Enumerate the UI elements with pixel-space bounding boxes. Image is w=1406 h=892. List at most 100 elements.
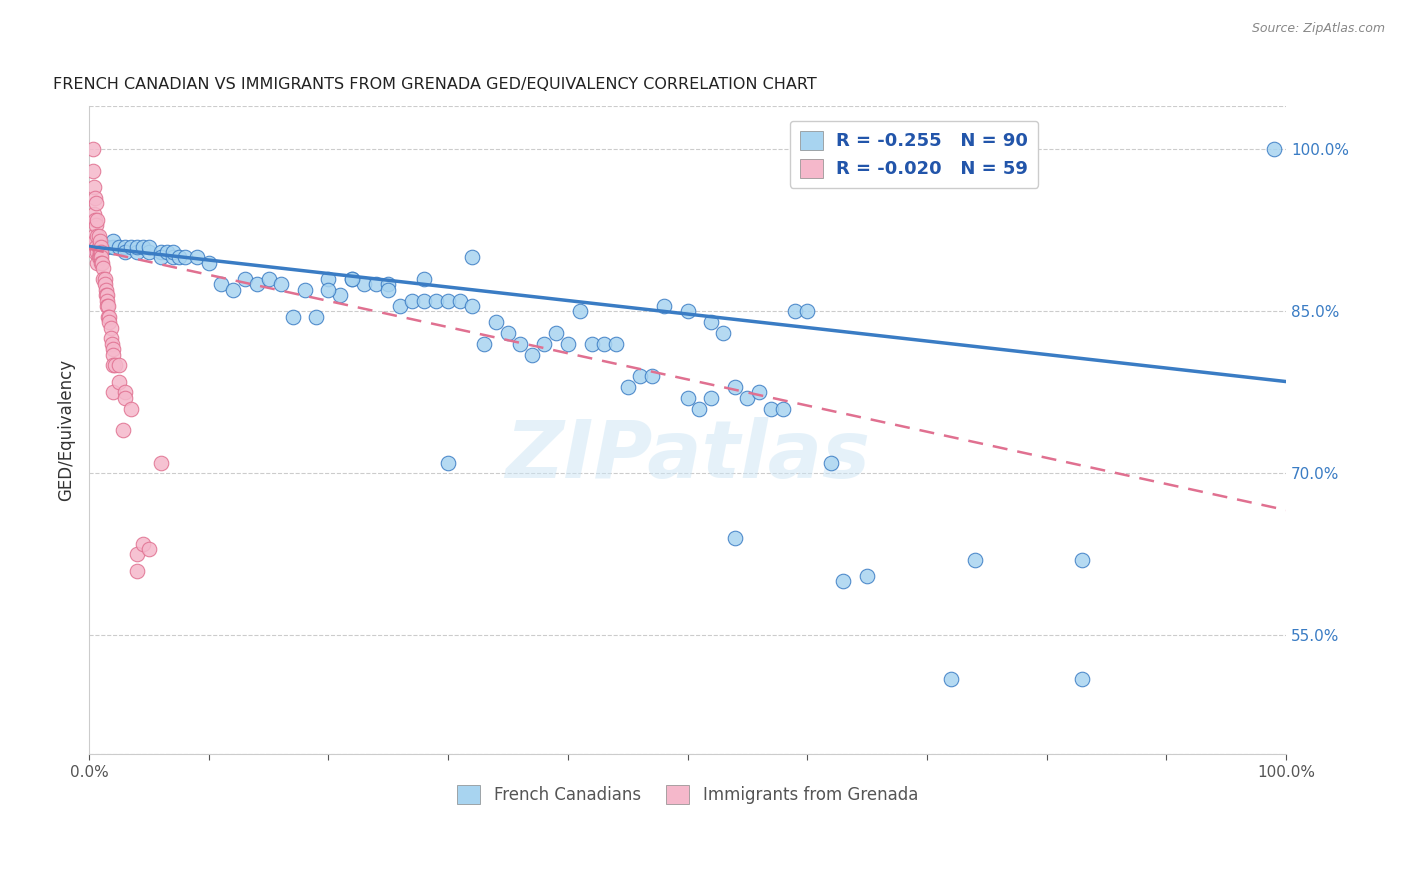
Point bbox=[101, 234, 124, 248]
Point bbox=[83, 228, 105, 243]
Text: Source: ZipAtlas.com: Source: ZipAtlas.com bbox=[1251, 22, 1385, 36]
Point bbox=[1071, 553, 1094, 567]
Point bbox=[485, 315, 508, 329]
Point bbox=[132, 536, 155, 550]
Point bbox=[437, 456, 460, 470]
Point bbox=[114, 239, 136, 253]
Point bbox=[700, 315, 723, 329]
Point bbox=[101, 342, 124, 356]
Point bbox=[84, 244, 107, 259]
Point bbox=[461, 299, 484, 313]
Point bbox=[939, 672, 962, 686]
Point bbox=[640, 369, 662, 384]
Point bbox=[101, 336, 124, 351]
Point bbox=[138, 541, 160, 556]
Point bbox=[111, 423, 134, 437]
Point bbox=[796, 304, 818, 318]
Point bbox=[96, 293, 118, 308]
Point bbox=[963, 553, 986, 567]
Point bbox=[1263, 142, 1285, 156]
Point bbox=[86, 212, 108, 227]
Point bbox=[90, 239, 112, 253]
Point bbox=[305, 310, 328, 324]
Point bbox=[389, 299, 412, 313]
Point bbox=[520, 347, 543, 361]
Point bbox=[209, 277, 232, 292]
Point bbox=[87, 239, 110, 253]
Point bbox=[377, 277, 399, 292]
Point bbox=[413, 272, 436, 286]
Point bbox=[162, 250, 184, 264]
Point bbox=[98, 315, 121, 329]
Point bbox=[197, 256, 219, 270]
Point bbox=[544, 326, 567, 340]
Point bbox=[90, 239, 112, 253]
Point bbox=[90, 250, 112, 264]
Point bbox=[90, 244, 112, 259]
Point bbox=[86, 256, 108, 270]
Point bbox=[93, 272, 115, 286]
Point bbox=[96, 239, 118, 253]
Point bbox=[318, 283, 340, 297]
Point bbox=[125, 564, 148, 578]
Point bbox=[461, 250, 484, 264]
Point bbox=[120, 401, 142, 416]
Point bbox=[100, 331, 122, 345]
Point bbox=[83, 207, 105, 221]
Point bbox=[89, 250, 111, 264]
Point bbox=[568, 304, 591, 318]
Point bbox=[93, 261, 115, 276]
Text: FRENCH CANADIAN VS IMMIGRANTS FROM GRENADA GED/EQUIVALENCY CORRELATION CHART: FRENCH CANADIAN VS IMMIGRANTS FROM GRENA… bbox=[53, 78, 817, 93]
Point bbox=[101, 385, 124, 400]
Point bbox=[748, 385, 770, 400]
Point bbox=[94, 283, 117, 297]
Point bbox=[173, 250, 195, 264]
Point bbox=[533, 336, 555, 351]
Point bbox=[281, 310, 304, 324]
Point bbox=[294, 283, 316, 297]
Point bbox=[270, 277, 292, 292]
Point bbox=[125, 547, 148, 561]
Point bbox=[114, 244, 136, 259]
Point bbox=[84, 218, 107, 232]
Point bbox=[856, 569, 879, 583]
Text: ZIPatlas: ZIPatlas bbox=[505, 417, 870, 495]
Point bbox=[413, 293, 436, 308]
Point bbox=[84, 191, 107, 205]
Point bbox=[724, 531, 747, 545]
Point bbox=[89, 234, 111, 248]
Point bbox=[83, 180, 105, 194]
Point bbox=[724, 380, 747, 394]
Point bbox=[688, 401, 710, 416]
Point bbox=[125, 239, 148, 253]
Point bbox=[93, 272, 115, 286]
Point bbox=[89, 244, 111, 259]
Point bbox=[149, 456, 172, 470]
Point bbox=[1071, 672, 1094, 686]
Point bbox=[82, 164, 104, 178]
Point bbox=[785, 304, 807, 318]
Y-axis label: GED/Equivalency: GED/Equivalency bbox=[58, 359, 75, 501]
Point bbox=[101, 359, 124, 373]
Point bbox=[108, 375, 131, 389]
Point bbox=[257, 272, 280, 286]
Point bbox=[605, 336, 627, 351]
Point bbox=[84, 234, 107, 248]
Point bbox=[94, 288, 117, 302]
Point bbox=[96, 288, 118, 302]
Point bbox=[772, 401, 794, 416]
Point bbox=[93, 277, 115, 292]
Point bbox=[77, 239, 100, 253]
Point bbox=[832, 574, 855, 589]
Point bbox=[149, 250, 172, 264]
Point bbox=[761, 401, 783, 416]
Point bbox=[581, 336, 603, 351]
Point bbox=[186, 250, 208, 264]
Point bbox=[437, 293, 460, 308]
Point bbox=[401, 293, 423, 308]
Point bbox=[676, 304, 699, 318]
Point bbox=[233, 272, 256, 286]
Point bbox=[100, 320, 122, 334]
Point bbox=[496, 326, 519, 340]
Point bbox=[84, 239, 107, 253]
